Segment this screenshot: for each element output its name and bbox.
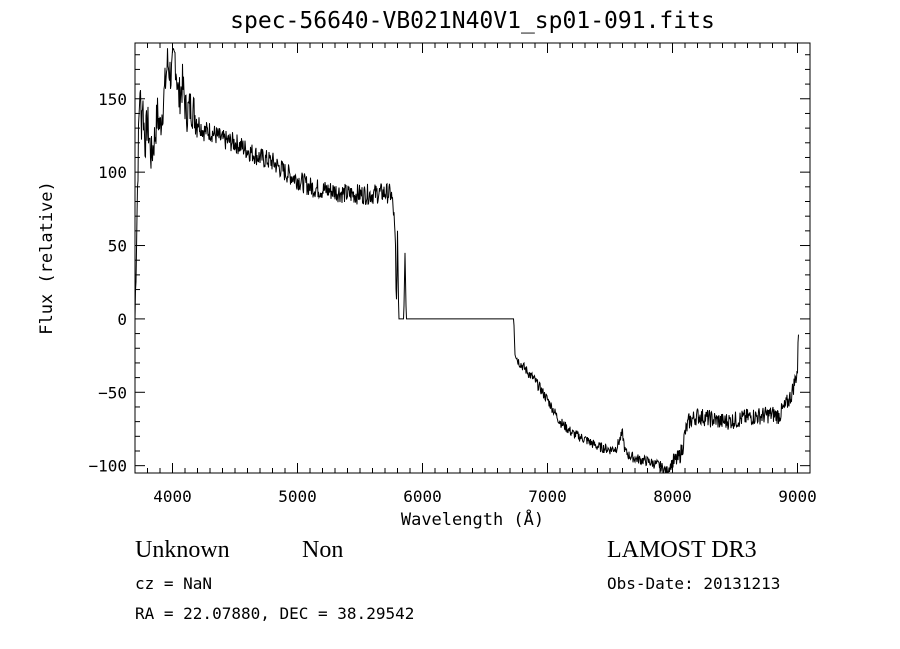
coordinates: RA = 22.07880, DEC = 38.29542: [135, 604, 415, 623]
x-tick-label: 5000: [278, 487, 317, 506]
observation-date: Obs-Date: 20131213: [607, 574, 781, 593]
spectral-subclass: Non: [302, 537, 344, 563]
plot-frame: [134, 42, 811, 474]
x-tick-label: 9000: [778, 487, 817, 506]
chart-title: spec-56640-VB021N40V1_sp01-091.fits: [230, 8, 715, 34]
spectrum-line: [134, 48, 799, 474]
y-tick-label: 150: [98, 90, 127, 109]
y-tick-labels: −100 −50 0 50 100 150: [88, 90, 127, 476]
y-tick-label: 50: [108, 237, 127, 256]
x-tick-label: 4000: [153, 487, 192, 506]
x-tick-label: 6000: [403, 487, 442, 506]
x-tick-labels: 4000 5000 6000 7000 8000 9000: [153, 487, 817, 506]
tick-group: [135, 43, 811, 473]
x-tick-label: 7000: [528, 487, 567, 506]
y-axis-label: Flux (relative): [37, 181, 57, 335]
survey-name: LAMOST DR3: [607, 537, 757, 563]
spectral-class: Unknown: [135, 537, 230, 563]
x-tick-label: 8000: [653, 487, 692, 506]
redshift-value: cz = NaN: [135, 574, 213, 593]
y-tick-label: −100: [88, 457, 127, 476]
y-tick-label: 100: [98, 163, 127, 182]
y-tick-label: 0: [117, 310, 127, 329]
y-tick-label: −50: [98, 383, 127, 402]
x-axis-label: Wavelength (Å): [400, 510, 545, 530]
